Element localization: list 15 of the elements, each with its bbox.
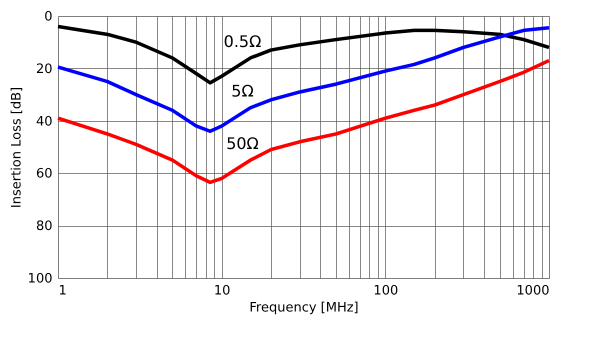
y-tick-label: 20	[36, 62, 52, 77]
series-label: 5Ω	[231, 82, 254, 101]
x-axis-title: Frequency [MHz]	[249, 300, 359, 316]
x-tick-label: 100	[373, 284, 398, 298]
x-tick-label: 1000	[516, 284, 550, 298]
series-label: 0.5Ω	[224, 32, 262, 51]
series-label: 50Ω	[226, 134, 259, 154]
y-axis-title: Insertion Loss [dB]	[10, 86, 25, 208]
x-tick-label: 10	[214, 284, 230, 298]
x-tick-label: 1	[58, 284, 67, 298]
y-tick-label: 60	[36, 166, 52, 182]
y-tick-label: 80	[36, 219, 52, 234]
y-tick-label: 40	[36, 114, 52, 130]
y-tick-label: 100	[28, 272, 52, 286]
y-tick-label: 0	[44, 10, 52, 24]
